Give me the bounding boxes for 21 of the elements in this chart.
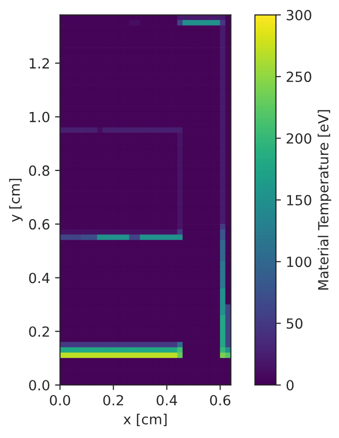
color-bar-label: 250 — [286, 72, 312, 82]
y-tick-label: 0.8 — [29, 165, 50, 176]
y-tick-label: 0.0 — [29, 380, 50, 390]
color-bar-label: 50 — [286, 318, 302, 329]
color-bar-label: 200 — [286, 133, 312, 144]
y-axis-title: y [cm] — [9, 178, 23, 222]
color-bar-label: 300 — [286, 10, 312, 20]
y-tick-label: 0.4 — [29, 272, 50, 284]
y-tick-label: 1.2 — [30, 58, 49, 68]
color-bar-label: 0 — [286, 380, 294, 390]
color-bar-title: Material Temperature [eV] — [318, 110, 332, 290]
color-bar-label: 150 — [287, 194, 312, 206]
y-tick-label: 0.2 — [29, 326, 49, 337]
y-tick-label: 1.0 — [30, 112, 50, 122]
y-tick-label: 0.6 — [29, 219, 50, 230]
x-tick-label: 0.0 — [50, 394, 70, 406]
x-tick-label: 0.2 — [103, 394, 124, 406]
x-tick-label: 0.4 — [156, 394, 178, 406]
color-bar-label: 100 — [287, 256, 312, 268]
x-axis-title: x [cm] — [124, 414, 167, 426]
x-tick-label: 0.6 — [210, 394, 230, 406]
